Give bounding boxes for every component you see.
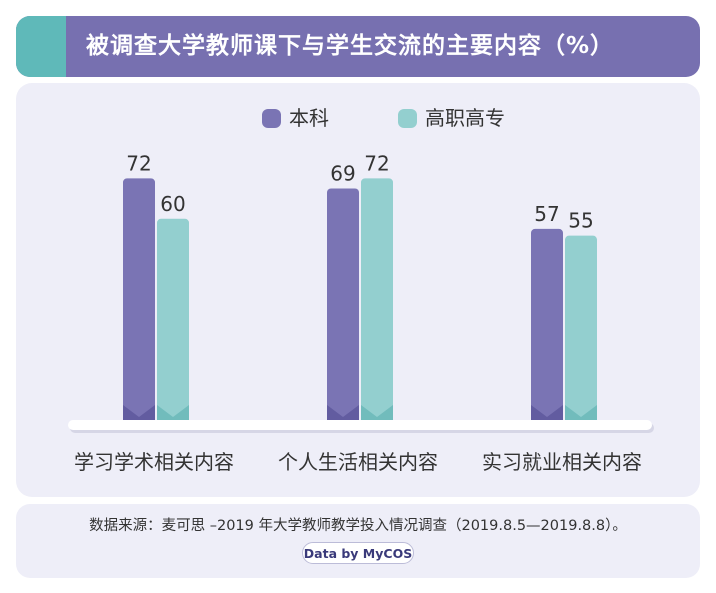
legend-label: 本科 bbox=[289, 106, 329, 130]
title-bar: 被调查大学教师课下与学生交流的主要内容（%） bbox=[16, 16, 700, 77]
bar-benke-0 bbox=[123, 178, 155, 421]
category-label: 个人生活相关内容 bbox=[278, 450, 438, 474]
data-label: 72 bbox=[126, 151, 151, 175]
bar-foot-gaozhi-1 bbox=[361, 405, 393, 421]
title-accent-tab bbox=[16, 16, 66, 77]
source-panel: 数据来源：麦可思 –2019 年大学教师教学投入情况调查（2019.8.5—20… bbox=[16, 504, 700, 578]
bar-foot-gaozhi-2 bbox=[565, 405, 597, 421]
data-label: 57 bbox=[534, 202, 559, 226]
legend-swatch-gaozhi bbox=[398, 109, 417, 128]
data-label: 60 bbox=[160, 192, 185, 216]
legend-swatch-benke bbox=[262, 109, 281, 128]
bar-chart: 本科 高职高专 72 60 69 72 57 55 学习学术相关内容 个人生活相关内容 实习就业相关… bbox=[68, 106, 654, 474]
bar-foot-benke-2 bbox=[531, 405, 563, 421]
bar-gaozhi-1 bbox=[361, 178, 393, 421]
data-label: 55 bbox=[568, 209, 593, 233]
bar-benke-1 bbox=[327, 188, 359, 421]
bar-gaozhi-0 bbox=[157, 218, 189, 421]
category-label: 实习就业相关内容 bbox=[482, 450, 642, 474]
bar-foot-gaozhi-0 bbox=[157, 405, 189, 421]
source-note: 数据来源：麦可思 –2019 年大学教师教学投入情况调查（2019.8.5—20… bbox=[89, 518, 627, 534]
legend-label: 高职高专 bbox=[425, 106, 505, 130]
mycos-badge: Data by MyCOS bbox=[302, 542, 414, 564]
data-label: 69 bbox=[330, 161, 355, 185]
bar-foot-benke-1 bbox=[327, 405, 359, 421]
bar-foot-benke-0 bbox=[123, 405, 155, 421]
x-axis-bar bbox=[68, 420, 652, 430]
category-label: 学习学术相关内容 bbox=[74, 450, 234, 474]
data-label: 72 bbox=[364, 151, 389, 175]
chart-title: 被调查大学教师课下与学生交流的主要内容（%） bbox=[86, 33, 615, 59]
bar-benke-2 bbox=[531, 228, 563, 421]
bar-gaozhi-2 bbox=[565, 235, 597, 421]
chart-panel: 本科 高职高专 72 60 69 72 57 55 学习学术相关内容 个人生活相关内容 实习就业相关… bbox=[16, 83, 700, 497]
